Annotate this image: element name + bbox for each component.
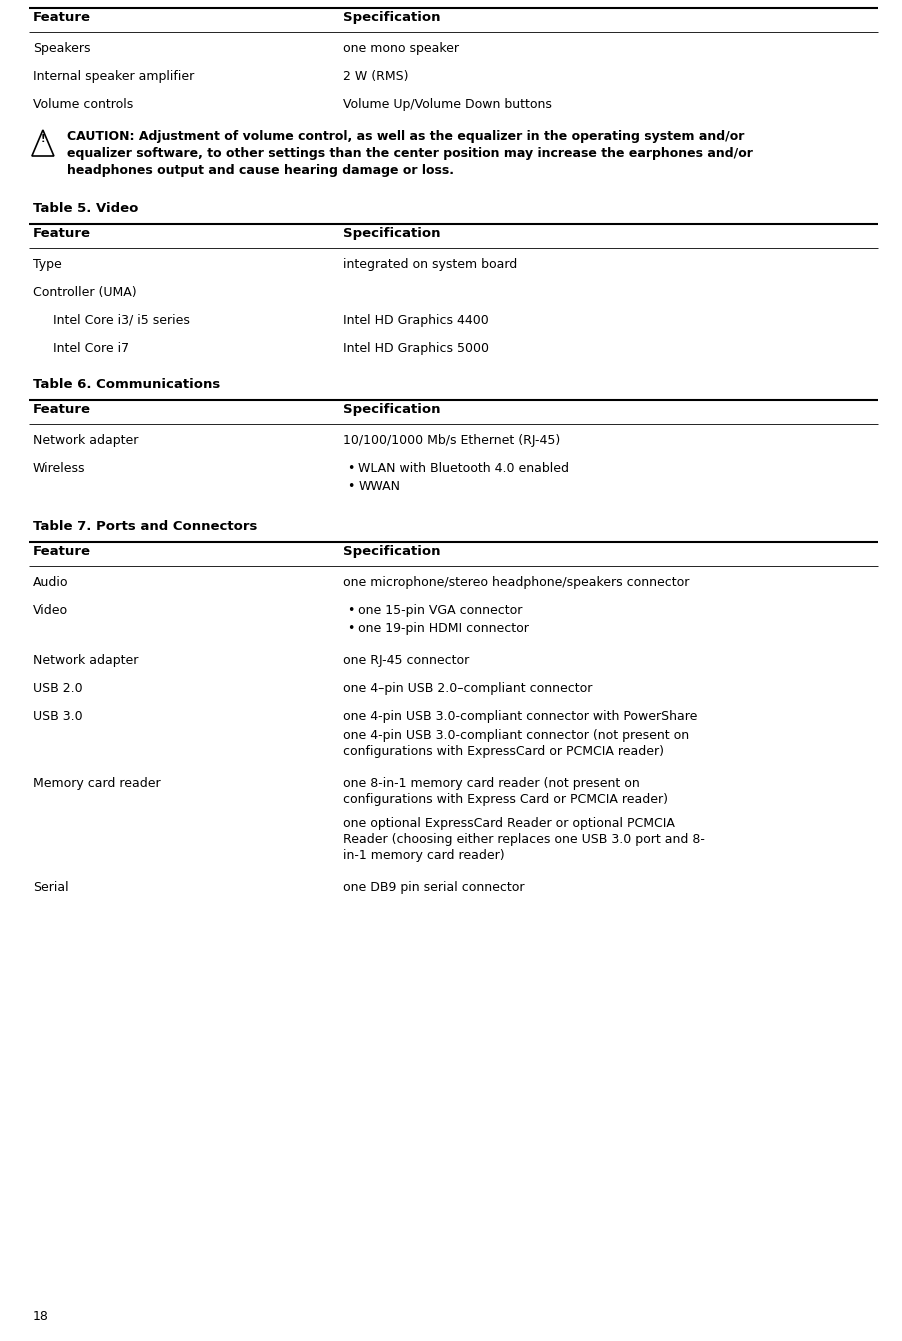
Text: Speakers: Speakers xyxy=(32,42,90,55)
Text: one 19-pin HDMI connector: one 19-pin HDMI connector xyxy=(358,622,529,636)
Text: one 4-pin USB 3.0-compliant connector with PowerShare: one 4-pin USB 3.0-compliant connector wi… xyxy=(343,709,696,723)
Text: Intel HD Graphics 5000: Intel HD Graphics 5000 xyxy=(343,342,489,355)
Text: Volume Up/Volume Down buttons: Volume Up/Volume Down buttons xyxy=(343,98,551,111)
Text: one microphone/stereo headphone/speakers connector: one microphone/stereo headphone/speakers… xyxy=(343,577,689,589)
Text: Internal speaker amplifier: Internal speaker amplifier xyxy=(32,70,194,83)
Text: USB 3.0: USB 3.0 xyxy=(32,709,82,723)
Text: integrated on system board: integrated on system board xyxy=(343,257,517,271)
Text: Type: Type xyxy=(32,257,61,271)
Text: Table 7. Ports and Connectors: Table 7. Ports and Connectors xyxy=(32,520,257,532)
Text: !: ! xyxy=(41,134,45,143)
Text: Memory card reader: Memory card reader xyxy=(32,776,161,790)
Text: equalizer software, to other settings than the center position may increase the : equalizer software, to other settings th… xyxy=(67,148,752,160)
Text: headphones output and cause hearing damage or loss.: headphones output and cause hearing dama… xyxy=(67,164,454,177)
Text: Network adapter: Network adapter xyxy=(32,434,138,447)
Text: one RJ-45 connector: one RJ-45 connector xyxy=(343,654,469,666)
Text: •: • xyxy=(346,622,354,636)
Text: Intel HD Graphics 4400: Intel HD Graphics 4400 xyxy=(343,314,488,327)
Text: one 4–pin USB 2.0–compliant connector: one 4–pin USB 2.0–compliant connector xyxy=(343,683,592,695)
Text: Intel Core i3/ i5 series: Intel Core i3/ i5 series xyxy=(53,314,189,327)
Text: CAUTION: Adjustment of volume control, as well as the equalizer in the operating: CAUTION: Adjustment of volume control, a… xyxy=(67,130,743,143)
Text: Specification: Specification xyxy=(343,11,440,24)
Text: Serial: Serial xyxy=(32,881,69,894)
Text: 10/100/1000 Mb/s Ethernet (RJ-45): 10/100/1000 Mb/s Ethernet (RJ-45) xyxy=(343,434,560,447)
Text: 18: 18 xyxy=(32,1310,49,1324)
Text: Specification: Specification xyxy=(343,544,440,558)
Text: in-1 memory card reader): in-1 memory card reader) xyxy=(343,849,504,862)
Text: •: • xyxy=(346,603,354,617)
Text: one mono speaker: one mono speaker xyxy=(343,42,458,55)
Text: Intel Core i7: Intel Core i7 xyxy=(53,342,129,355)
Text: Wireless: Wireless xyxy=(32,463,86,475)
Text: •: • xyxy=(346,480,354,493)
Text: configurations with ExpressCard or PCMCIA reader): configurations with ExpressCard or PCMCI… xyxy=(343,746,663,758)
Text: Table 5. Video: Table 5. Video xyxy=(32,202,138,215)
Text: Specification: Specification xyxy=(343,404,440,416)
Text: Audio: Audio xyxy=(32,577,69,589)
Text: USB 2.0: USB 2.0 xyxy=(32,683,82,695)
Text: WWAN: WWAN xyxy=(358,480,400,493)
Text: Controller (UMA): Controller (UMA) xyxy=(32,286,136,299)
Text: one 4-pin USB 3.0-compliant connector (not present on: one 4-pin USB 3.0-compliant connector (n… xyxy=(343,730,688,742)
Text: one optional ExpressCard Reader or optional PCMCIA: one optional ExpressCard Reader or optio… xyxy=(343,817,675,830)
Text: Feature: Feature xyxy=(32,404,91,416)
Text: one 8-in-1 memory card reader (not present on: one 8-in-1 memory card reader (not prese… xyxy=(343,776,640,790)
Text: Specification: Specification xyxy=(343,227,440,240)
Text: one DB9 pin serial connector: one DB9 pin serial connector xyxy=(343,881,524,894)
Text: Table 6. Communications: Table 6. Communications xyxy=(32,378,220,392)
Text: configurations with Express Card or PCMCIA reader): configurations with Express Card or PCMC… xyxy=(343,793,667,806)
Text: Feature: Feature xyxy=(32,544,91,558)
Text: one 15-pin VGA connector: one 15-pin VGA connector xyxy=(358,603,522,617)
Text: Reader (choosing either replaces one USB 3.0 port and 8-: Reader (choosing either replaces one USB… xyxy=(343,833,704,846)
Text: •: • xyxy=(346,463,354,475)
Text: Video: Video xyxy=(32,603,68,617)
Text: Network adapter: Network adapter xyxy=(32,654,138,666)
Text: Feature: Feature xyxy=(32,227,91,240)
Text: 2 W (RMS): 2 W (RMS) xyxy=(343,70,409,83)
Text: Feature: Feature xyxy=(32,11,91,24)
Text: WLAN with Bluetooth 4.0 enabled: WLAN with Bluetooth 4.0 enabled xyxy=(358,463,568,475)
Text: Volume controls: Volume controls xyxy=(32,98,133,111)
